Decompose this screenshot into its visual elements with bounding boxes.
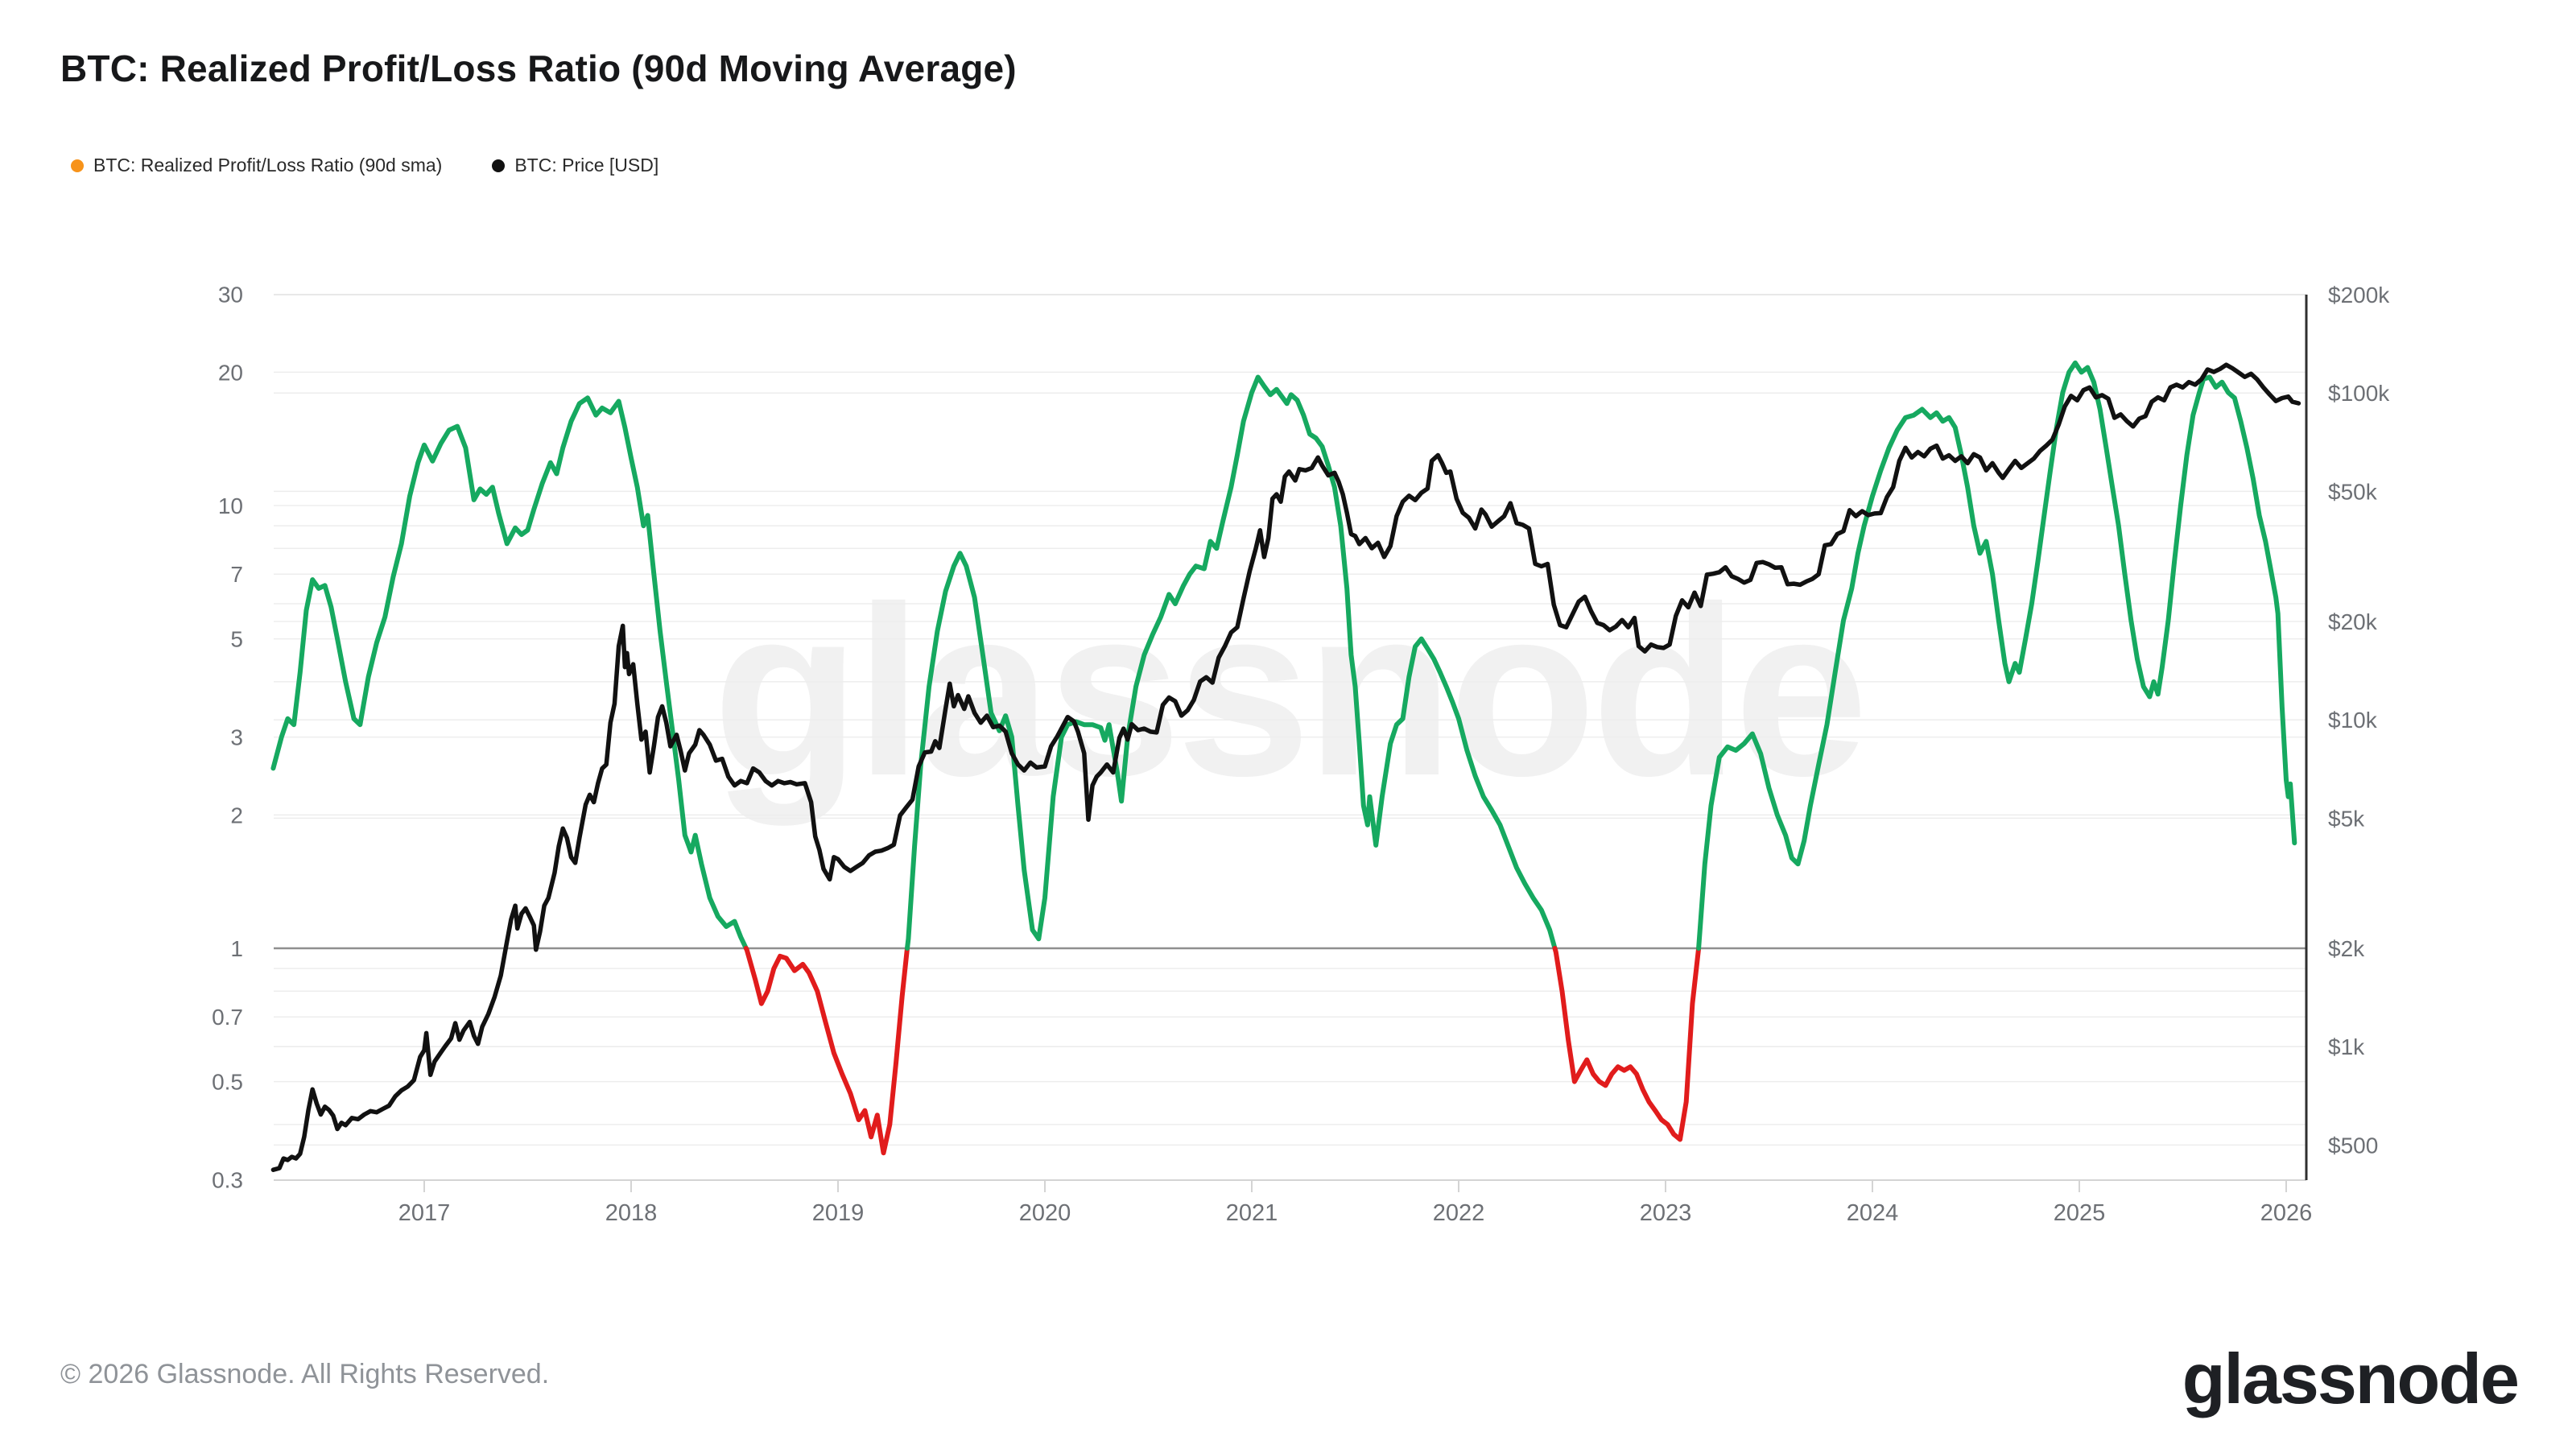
price-series-line <box>270 362 2301 1172</box>
svg-text:2018: 2018 <box>605 1200 658 1226</box>
svg-text:$200k: $200k <box>2328 283 2390 308</box>
svg-text:2: 2 <box>230 803 243 828</box>
svg-text:20: 20 <box>218 360 243 385</box>
legend-item-0[interactable]: BTC: Realized Profit/Loss Ratio (90d sma… <box>71 155 442 176</box>
x-axis-labels: 2017 2018 2019 2020 2021 2022 2023 2024 2025 2026 <box>398 1200 2313 1226</box>
svg-text:0.3: 0.3 <box>212 1168 243 1193</box>
svg-text:1: 1 <box>230 936 243 961</box>
ratio-segment-profit <box>1696 360 2297 951</box>
svg-text:$500: $500 <box>2328 1133 2378 1158</box>
brand-logo-glassnode[interactable]: glassnode <box>2182 1339 2520 1418</box>
svg-text:10: 10 <box>218 493 243 518</box>
legend: BTC: Realized Profit/Loss Ratio (90d sma… <box>71 155 708 176</box>
svg-text:2020: 2020 <box>1019 1200 1071 1226</box>
svg-text:0.7: 0.7 <box>212 1005 243 1030</box>
svg-text:2021: 2021 <box>1226 1200 1278 1226</box>
svg-text:$10k: $10k <box>2328 708 2378 733</box>
ratio-segment-profit <box>270 395 749 951</box>
svg-text:5: 5 <box>230 627 243 652</box>
svg-text:2024: 2024 <box>1847 1200 1899 1226</box>
page-title: BTC: Realized Profit/Loss Ratio (90d Mov… <box>60 47 1017 89</box>
svg-text:$5k: $5k <box>2328 806 2365 831</box>
svg-text:2017: 2017 <box>398 1200 451 1226</box>
svg-text:$100k: $100k <box>2328 381 2390 406</box>
svg-text:2026: 2026 <box>2260 1200 2313 1226</box>
svg-text:2025: 2025 <box>2054 1200 2106 1226</box>
ratio-series-line <box>270 360 2297 1156</box>
svg-text:3: 3 <box>230 725 243 750</box>
svg-text:2023: 2023 <box>1640 1200 1692 1226</box>
legend-dot-icon <box>71 159 84 172</box>
x-axis <box>274 1179 2306 1192</box>
legend-item-1[interactable]: BTC: Price [USD] <box>492 155 658 176</box>
svg-text:$20k: $20k <box>2328 609 2378 634</box>
svg-text:30: 30 <box>218 283 243 308</box>
gridlines <box>274 294 2306 1146</box>
svg-text:$1k: $1k <box>2328 1034 2365 1059</box>
ratio-segment-loss <box>743 946 910 1156</box>
y-axis-right-labels: $200k $100k $50k $20k $10k $5k $2k $1k $500 <box>2328 283 2390 1158</box>
svg-text:$50k: $50k <box>2328 479 2378 504</box>
legend-item-label: BTC: Price [USD] <box>514 155 659 175</box>
ratio-segment-loss <box>1552 946 1702 1142</box>
legend-dot-icon <box>492 159 506 172</box>
legend-item-label: BTC: Realized Profit/Loss Ratio (90d sma… <box>93 155 443 175</box>
svg-text:2022: 2022 <box>1433 1200 1485 1226</box>
svg-text:7: 7 <box>230 562 243 587</box>
footer-copyright: © 2026 Glassnode. All Rights Reserved. <box>60 1359 550 1389</box>
svg-text:0.5: 0.5 <box>212 1070 243 1095</box>
watermark-glassnode: glassnode <box>712 555 1868 827</box>
y-axis-left-labels: 30 20 10 7 5 3 2 1 0.7 0.5 0.3 <box>212 283 243 1193</box>
ratio-segment-profit <box>905 374 1558 951</box>
svg-text:$2k: $2k <box>2328 936 2365 961</box>
svg-text:2019: 2019 <box>812 1200 865 1226</box>
